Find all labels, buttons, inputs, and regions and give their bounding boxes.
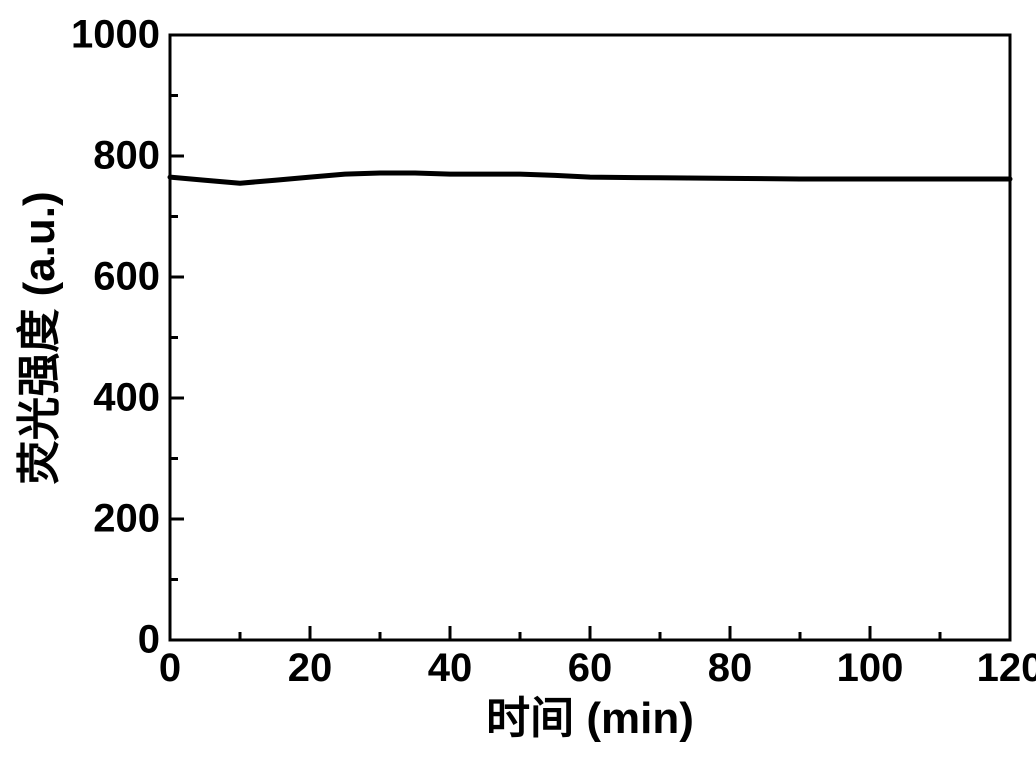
y-axis-label-text: 荧光强度 (a.u.) xyxy=(15,191,64,484)
y-tick-label: 200 xyxy=(93,497,160,542)
x-tick-label: 0 xyxy=(159,646,181,691)
x-tick-label: 20 xyxy=(288,646,333,691)
y-tick-label: 400 xyxy=(93,376,160,421)
x-axis-label: 时间 (min) xyxy=(486,682,694,746)
x-tick-label: 40 xyxy=(428,646,473,691)
series-fluorescence-intensity xyxy=(170,173,1010,183)
x-tick-label: 60 xyxy=(568,646,613,691)
x-tick-label: 100 xyxy=(837,646,904,691)
x-tick-label: 120 xyxy=(977,646,1036,691)
y-tick-label: 800 xyxy=(93,134,160,179)
x-axis-label-text: 时间 (min) xyxy=(486,694,694,743)
x-tick-label: 80 xyxy=(708,646,753,691)
y-tick-label: 1000 xyxy=(71,13,160,58)
y-tick-label: 0 xyxy=(138,618,160,663)
y-tick-label: 600 xyxy=(93,255,160,300)
y-axis-label: 荧光强度 (a.u.) xyxy=(3,191,67,484)
chart-container: 荧光强度 (a.u.) 时间 (min) 0 20 40 60 80 100 120 0 200… xyxy=(0,0,1036,758)
